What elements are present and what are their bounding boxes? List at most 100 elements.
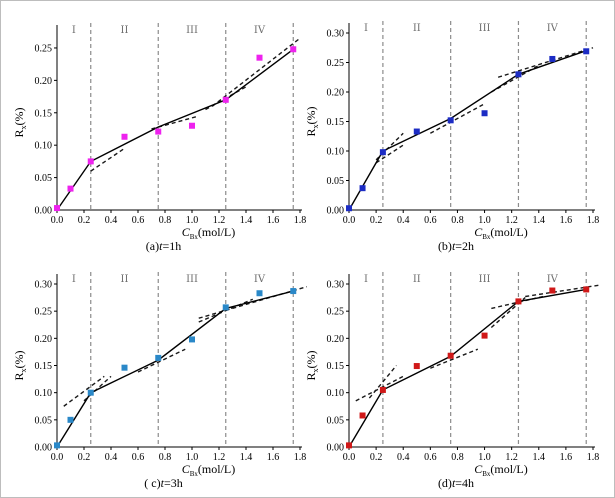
data-point	[413, 363, 420, 370]
region-label: III	[479, 23, 491, 34]
x-tick-label: 0.8	[451, 215, 464, 226]
x-tick-label: 1.8	[587, 215, 600, 226]
caption-value: =3h	[164, 476, 183, 490]
x-tick-label: 0.2	[78, 215, 91, 226]
x-tick-label: 1.6	[560, 215, 573, 226]
x-tick-label: 1.0	[186, 215, 199, 226]
data-point	[447, 117, 454, 124]
data-point	[447, 352, 454, 359]
dashed-fit-line	[137, 348, 186, 373]
dashed-fit-line	[83, 375, 112, 402]
caption-variable: t	[452, 476, 456, 490]
x-axis-label-unit: (mol/L)	[490, 462, 527, 476]
y-axis-label-main: R	[304, 372, 318, 380]
x-axis-label-unit: (mol/L)	[198, 462, 235, 476]
caption-value: =4h	[455, 476, 474, 490]
caption-prefix: (a)	[146, 239, 159, 253]
data-point	[222, 96, 229, 103]
x-tick-label: 1.2	[505, 215, 518, 226]
y-tick-label: 0.15	[35, 361, 53, 372]
region-label: III	[186, 274, 198, 285]
x-axis-label: CBx(mol/L)	[474, 462, 528, 478]
y-tick-label: 0.10	[35, 141, 53, 152]
y-axis-label-main: R	[304, 128, 318, 136]
data-point	[87, 158, 94, 165]
region-label: II	[413, 23, 421, 34]
x-axis-label-main: C	[474, 462, 483, 476]
region-label: IV	[254, 274, 266, 285]
region-label: II	[121, 274, 129, 285]
x-axis-label: CBx(mol/L)	[474, 225, 528, 241]
y-tick-label: 0.15	[327, 361, 345, 372]
x-tick-label: 1.2	[505, 452, 518, 463]
y-tick-label: 0.00	[327, 443, 345, 454]
x-tick-label: 1.8	[294, 452, 307, 463]
data-point	[222, 304, 229, 311]
x-tick-label: 1.8	[587, 452, 600, 463]
y-axis-label-subscript: x	[311, 124, 320, 128]
data-point	[67, 185, 74, 192]
y-axis-label-main: R	[12, 129, 26, 137]
x-axis-label-main: C	[182, 225, 191, 239]
y-axis-label-unit: (%)	[12, 350, 26, 368]
panel-b: I II III IV0.0 0.2 0.4 0.6 0.8 1.0 1.2 1.4 1.6 1.80.…	[304, 21, 599, 253]
y-tick-label: 0.00	[35, 443, 53, 454]
data-point	[54, 205, 60, 212]
region-label: IV	[254, 25, 266, 36]
data-point	[379, 149, 386, 156]
y-tick-label: 0.25	[35, 307, 53, 318]
x-tick-label: 0.6	[132, 215, 145, 226]
y-tick-label: 0.15	[327, 117, 345, 128]
data-point	[155, 354, 162, 361]
x-tick-label: 0.0	[51, 215, 64, 226]
x-tick-label: 1.4	[533, 215, 546, 226]
x-tick-label: 0.6	[424, 215, 437, 226]
data-point	[189, 336, 195, 343]
x-tick-label: 1.4	[533, 452, 546, 463]
data-point	[290, 46, 297, 53]
piecewise-fit-line	[348, 50, 587, 211]
region-label: IV	[547, 23, 559, 34]
data-point	[346, 205, 352, 212]
caption-variable: t	[452, 239, 456, 253]
x-tick-label: 0.8	[159, 215, 172, 226]
x-tick-label: 0.8	[451, 452, 464, 463]
region-label: III	[479, 274, 491, 285]
x-tick-label: 0.0	[343, 452, 356, 463]
x-axis-label: CBx(mol/L)	[182, 225, 236, 241]
x-tick-label: 1.4	[240, 452, 253, 463]
x-tick-label: 0.6	[132, 452, 145, 463]
data-point	[54, 442, 60, 449]
y-tick-label: 0.05	[35, 173, 53, 184]
data-point	[549, 55, 556, 62]
y-axis-label: Rx(%)	[12, 350, 28, 380]
x-tick-label: 0.2	[370, 452, 383, 463]
data-point	[189, 122, 195, 129]
data-point	[413, 128, 420, 135]
y-axis-label: Rx(%)	[304, 106, 320, 136]
region-label: I	[72, 25, 76, 36]
dashed-fit-line	[375, 132, 404, 161]
data-point	[121, 133, 128, 140]
panel-caption: (a)t=1h	[146, 239, 181, 253]
dashed-fit-line	[211, 37, 301, 107]
caption-variable: t	[161, 476, 165, 490]
y-axis-label-subscript: x	[19, 368, 28, 372]
y-tick-label: 0.05	[327, 176, 345, 187]
x-axis-label-unit: (mol/L)	[490, 225, 527, 239]
data-point	[515, 298, 522, 305]
y-axis-label: Rx(%)	[304, 350, 320, 380]
x-axis-label-subscript: Bx	[190, 233, 199, 241]
x-tick-label: 1.6	[267, 215, 280, 226]
x-tick-label: 1.0	[478, 215, 491, 226]
dashed-fit-line	[63, 375, 105, 407]
caption-prefix: ( c)	[144, 476, 160, 490]
y-axis-label-unit: (%)	[304, 106, 318, 124]
x-axis-label: CBx(mol/L)	[182, 462, 236, 478]
y-tick-label: 0.10	[35, 388, 53, 399]
y-tick-label: 0.20	[327, 334, 345, 345]
panel-c: I II III IV0.0 0.2 0.4 0.6 0.8 1.0 1.2 1.4 1.6 1.80.…	[12, 272, 307, 490]
dashed-fit-line	[429, 103, 485, 134]
y-tick-label: 0.05	[327, 415, 345, 426]
